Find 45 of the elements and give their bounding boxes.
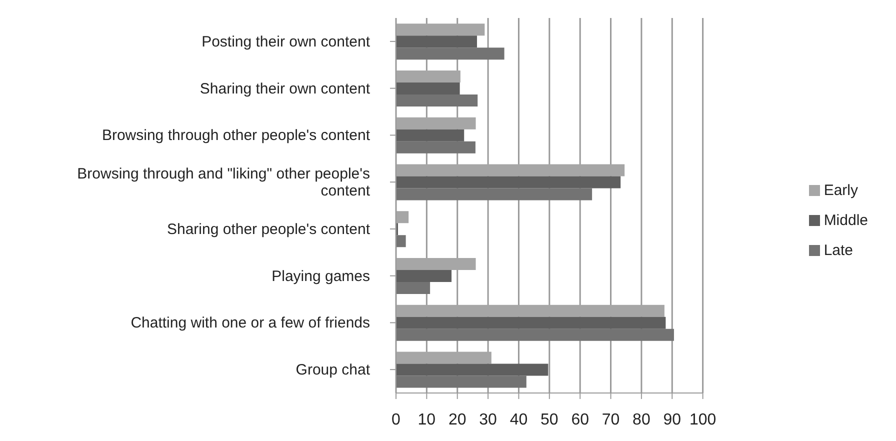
y-tick-label: Sharing their own content	[200, 80, 371, 97]
y-tick-label: Sharing other people's content	[166, 220, 371, 238]
bar	[396, 352, 492, 364]
legend-label: Early	[824, 182, 858, 198]
x-tick-label: 20	[448, 411, 466, 428]
legend-label: Late	[824, 242, 854, 258]
x-tick-label: 70	[602, 411, 620, 428]
bar	[396, 176, 621, 188]
bar	[396, 164, 625, 176]
x-tick-label: 100	[689, 411, 716, 428]
x-tick-label: 50	[540, 411, 558, 428]
bar	[396, 258, 476, 270]
bar	[396, 328, 674, 341]
bar	[396, 141, 476, 154]
x-tick-label: 60	[571, 411, 590, 428]
y-tick-label: Posting their own content	[202, 32, 371, 50]
x-tick-label: 0	[392, 411, 401, 428]
bar	[396, 94, 478, 106]
bar	[396, 24, 485, 36]
bar	[396, 129, 464, 142]
bar	[396, 304, 664, 317]
bar	[396, 36, 477, 48]
y-tick-label: Chatting with one or a few of friends	[130, 314, 370, 332]
bar	[396, 70, 460, 82]
y-tick-label: Playing games	[272, 267, 370, 284]
bar	[396, 117, 476, 130]
x-tick-label: 30	[479, 411, 498, 428]
x-tick-label: 90	[663, 411, 682, 428]
bar	[396, 270, 452, 282]
y-tick-label: Browsing through and "liking" other people's content	[77, 165, 371, 200]
bar	[396, 316, 666, 329]
bar	[396, 211, 409, 224]
bar	[396, 376, 526, 388]
y-tick-label: Browsing through other people's content	[102, 126, 371, 144]
x-tick-label: 40	[510, 411, 528, 428]
bar	[396, 82, 460, 94]
bar	[396, 48, 504, 60]
legend-label: Middle	[824, 212, 868, 228]
bar	[396, 364, 548, 376]
bar	[396, 282, 430, 294]
bar	[396, 235, 406, 248]
bar	[396, 188, 592, 200]
y-tick-label: Group chat	[296, 361, 371, 378]
x-tick-label: 10	[418, 411, 436, 428]
x-tick-label: 80	[632, 411, 650, 428]
